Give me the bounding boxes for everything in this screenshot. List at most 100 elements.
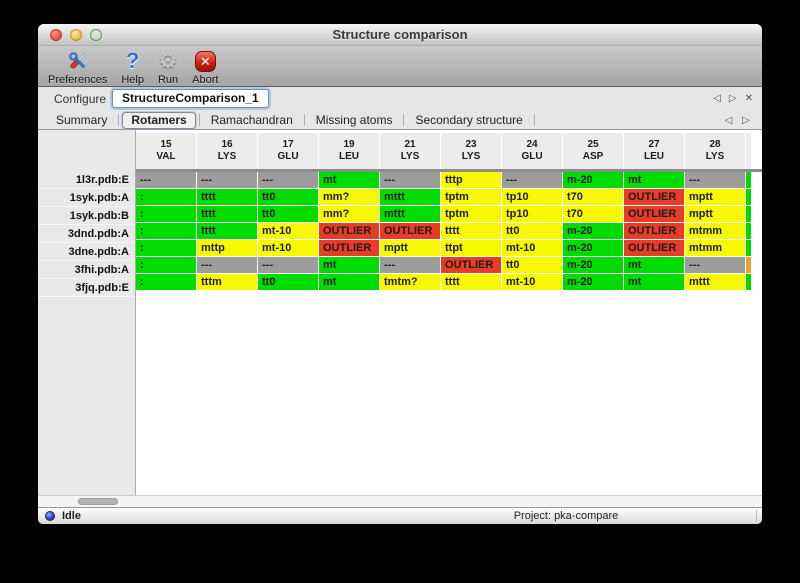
rotamer-cell[interactable]: tp10 [502,206,562,222]
rotamer-cell[interactable]: : [136,223,196,239]
rotamer-cell[interactable]: tttt [441,274,501,290]
rotamer-cell[interactable]: t70 [563,189,623,205]
row-label-3dnd-pdb-a[interactable]: 3dnd.pdb:A [38,226,135,243]
rotamer-cell[interactable]: --- [502,172,562,188]
rotamer-cell[interactable]: tttt [197,223,257,239]
rotamer-cell[interactable]: tttt [197,206,257,222]
rotamer-cell[interactable]: tttt [441,223,501,239]
rotamer-cell[interactable]: tttp [441,172,501,188]
rotamer-cell[interactable]: OUTLIER [441,257,501,273]
next-tab-icon[interactable]: ▷ [742,114,750,126]
rotamer-cell[interactable]: mtmm [685,240,745,256]
rotamer-cell[interactable]: : [136,206,196,222]
rotamer-cell[interactable]: OUTLIER [624,223,684,239]
rotamer-cell[interactable]: tptm [441,189,501,205]
rotamer-cell[interactable]: mt-10 [258,240,318,256]
horizontal-scrollbar[interactable] [38,495,762,507]
rotamer-cell[interactable]: mt [319,172,379,188]
close-window-button[interactable] [50,29,62,41]
rotamer-cell[interactable]: m-20 [563,274,623,290]
rotamer-cell[interactable]: --- [685,172,745,188]
row-label-3fhi-pdb-a[interactable]: 3fhi.pdb:A [38,262,135,279]
next-configuration-icon[interactable]: ▷ [728,93,737,104]
rotamer-cell[interactable]: mttt [380,189,440,205]
column-header-28[interactable]: 28 LYS [685,133,745,169]
row-label-1syk-pdb-a[interactable]: 1syk.pdb:A [38,190,135,207]
tab-summary[interactable]: Summary [56,112,108,127]
rotamer-cell[interactable]: m-20 [563,257,623,273]
prev-tab-icon[interactable]: ◁ [724,114,733,126]
preferences-button[interactable]: Preferences [48,46,107,86]
column-header-21[interactable]: 21 LYS [380,133,440,169]
rotamer-cell[interactable]: OUTLIER [319,240,379,256]
rotamer-cell[interactable]: --- [197,172,257,188]
column-header-27[interactable]: 27 LEU [624,133,684,169]
prev-configuration-icon[interactable]: ◁ [713,93,721,104]
minimize-window-button[interactable] [70,29,82,41]
rotamer-cell[interactable]: mttt [380,206,440,222]
rotamer-cell[interactable]: mt-10 [258,223,318,239]
rotamer-cell[interactable]: tttm [197,274,257,290]
rotamer-cell[interactable]: mptt [685,189,745,205]
column-header-23[interactable]: 23 LYS [441,133,501,169]
resize-grip[interactable] [756,510,757,522]
rotamer-cell[interactable]: --- [136,172,196,188]
column-header-24[interactable]: 24 GLU [502,133,562,169]
rotamer-cell[interactable]: tmtm? [380,274,440,290]
rotamer-cell[interactable]: tptm [441,206,501,222]
rotamer-cell[interactable]: m-20 [563,223,623,239]
rotamer-cell[interactable]: --- [380,257,440,273]
rotamer-cell[interactable]: tt0 [258,206,318,222]
rotamer-cell[interactable]: mt [319,257,379,273]
rotamer-cell[interactable]: mm? [319,189,379,205]
rotamer-cell[interactable]: mt [624,172,684,188]
tab-rotamers[interactable]: Rotamers [122,111,196,129]
rotamer-cell[interactable]: : [136,257,196,273]
rotamer-cell[interactable]: tt0 [502,257,562,273]
scrollbar-thumb[interactable] [78,498,118,505]
row-label-1l3r-pdb-e[interactable]: 1l3r.pdb:E [38,172,135,189]
rotamer-cell[interactable]: tt0 [502,223,562,239]
rotamer-cell[interactable]: OUTLIER [319,223,379,239]
zoom-window-button[interactable] [90,29,102,41]
rotamer-cell[interactable]: mt [624,257,684,273]
rotamer-cell[interactable]: --- [258,172,318,188]
rotamer-cell[interactable]: mt [319,274,379,290]
rotamer-cell[interactable]: mptt [380,240,440,256]
rotamer-cell[interactable]: --- [197,257,257,273]
rotamer-cell[interactable]: tttt [197,189,257,205]
rotamer-cell[interactable]: tp10 [502,189,562,205]
rotamer-cell[interactable]: OUTLIER [624,240,684,256]
rotamer-cell[interactable]: --- [380,172,440,188]
rotamer-cell[interactable]: mtmm [685,223,745,239]
rotamer-cell[interactable]: mptt [685,206,745,222]
rotamer-cell[interactable]: ttpt [441,240,501,256]
tab-secondary-structure[interactable]: Secondary structure [415,112,523,127]
column-header-25[interactable]: 25 ASP [563,133,623,169]
row-label-3fjq-pdb-e[interactable]: 3fjq.pdb:E [38,280,135,297]
row-label-3dne-pdb-a[interactable]: 3dne.pdb:A [38,244,135,261]
rotamer-cell[interactable]: OUTLIER [380,223,440,239]
tab-missing-atoms[interactable]: Missing atoms [315,112,393,127]
rotamer-cell[interactable]: tt0 [258,189,318,205]
rotamer-cell[interactable]: mt [624,274,684,290]
rotamer-cell[interactable]: mttt [685,274,745,290]
rotamer-cell[interactable]: m-20 [563,172,623,188]
row-label-1syk-pdb-b[interactable]: 1syk.pdb:B [38,208,135,225]
column-header-19[interactable]: 19 LEU [319,133,379,169]
rotamer-cell[interactable]: : [136,240,196,256]
rotamer-cell[interactable]: OUTLIER [624,189,684,205]
configuration-name-field[interactable]: StructureComparison_1 [112,89,269,108]
run-button[interactable]: ⚙ Run [158,46,178,87]
rotamer-cell[interactable]: : [136,189,196,205]
tab-ramachandran[interactable]: Ramachandran [210,112,293,127]
abort-button[interactable]: ✕ Abort [192,46,218,86]
column-header-16[interactable]: 16 LYS [197,133,257,169]
rotamer-cell[interactable]: mm? [319,206,379,222]
rotamer-cell[interactable]: --- [258,257,318,273]
rotamer-cell[interactable]: mttp [197,240,257,256]
rotamer-cell[interactable]: m-20 [563,240,623,256]
rotamer-cell[interactable]: tt0 [258,274,318,290]
rotamer-cell[interactable]: mt-10 [502,274,562,290]
rotamer-cell[interactable]: OUTLIER [624,206,684,222]
